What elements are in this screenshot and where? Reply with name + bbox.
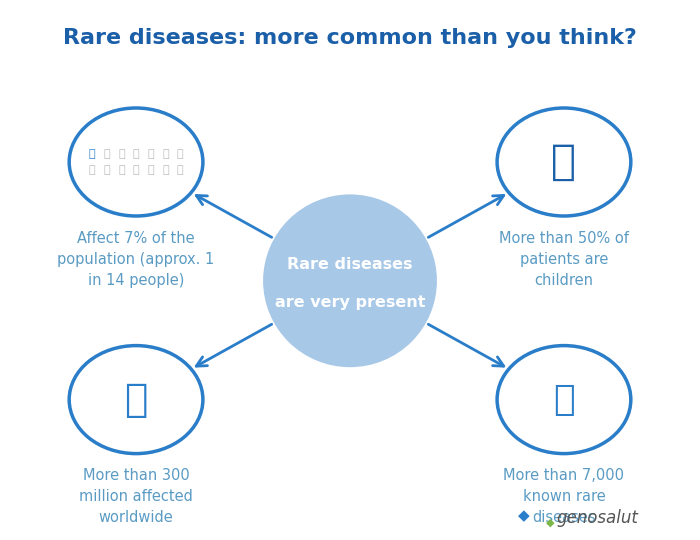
Text: Rare diseases: more common than you think?: Rare diseases: more common than you thin… xyxy=(63,28,637,48)
Circle shape xyxy=(497,108,631,216)
Text: ⛹: ⛹ xyxy=(104,165,110,174)
Text: More than 50% of
patients are
children: More than 50% of patients are children xyxy=(499,231,629,288)
Text: ◆: ◆ xyxy=(518,508,530,523)
Text: Affect 7% of the
population (approx. 1
in 14 people): Affect 7% of the population (approx. 1 i… xyxy=(57,231,215,288)
Text: ⛹: ⛹ xyxy=(89,150,95,159)
Text: ⛹: ⛹ xyxy=(177,150,183,159)
Text: 🌍: 🌍 xyxy=(125,381,148,418)
Text: 🧑: 🧑 xyxy=(552,141,577,183)
Text: Rare diseases: Rare diseases xyxy=(287,257,413,272)
Circle shape xyxy=(69,346,203,454)
Text: ⛹: ⛹ xyxy=(133,165,139,174)
Text: ◆: ◆ xyxy=(546,518,555,528)
Text: are very present: are very present xyxy=(274,295,426,310)
Text: More than 300
million affected
worldwide: More than 300 million affected worldwide xyxy=(79,468,193,525)
Text: ⛹: ⛹ xyxy=(162,165,169,174)
Text: ⛹: ⛹ xyxy=(148,150,154,159)
Text: ⛹: ⛹ xyxy=(118,150,125,159)
Text: ⛹: ⛹ xyxy=(177,165,183,174)
Text: 🔬: 🔬 xyxy=(553,383,575,416)
Text: More than 7,000
known rare
diseases: More than 7,000 known rare diseases xyxy=(503,468,624,525)
Text: ⛹: ⛹ xyxy=(148,165,154,174)
Text: ⛹: ⛹ xyxy=(89,165,95,174)
Text: genosalut: genosalut xyxy=(556,509,638,528)
Text: ⛹: ⛹ xyxy=(133,150,139,159)
Text: ⛹: ⛹ xyxy=(162,150,169,159)
Circle shape xyxy=(497,346,631,454)
Ellipse shape xyxy=(263,194,437,367)
Text: ⛹: ⛹ xyxy=(118,165,125,174)
Circle shape xyxy=(69,108,203,216)
Text: ⛹: ⛹ xyxy=(104,150,110,159)
